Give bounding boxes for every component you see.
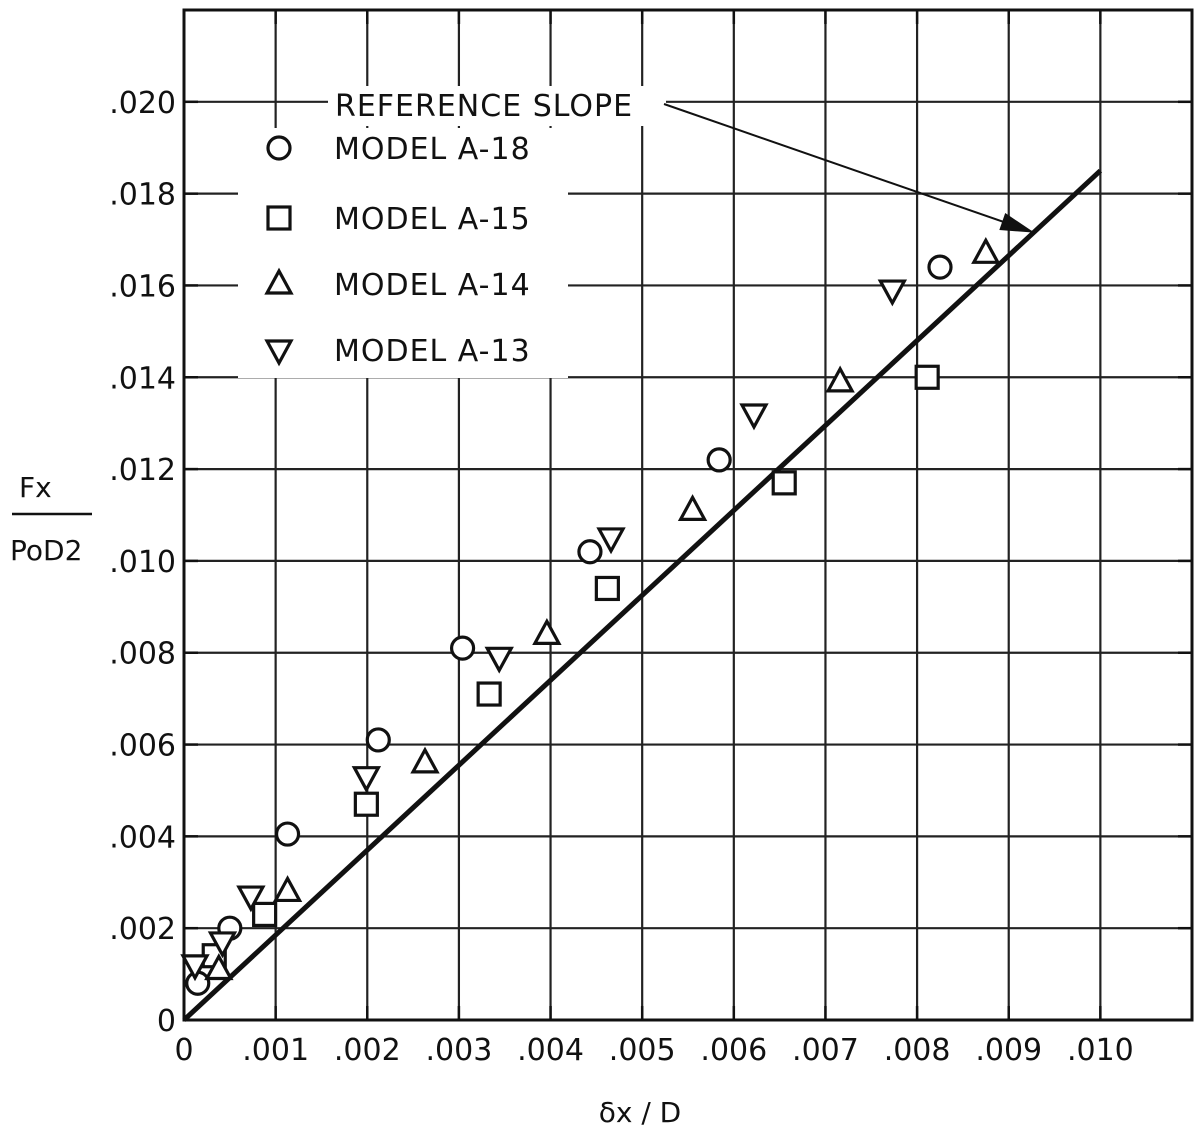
legend-label: MODEL A-18 <box>334 132 531 167</box>
legend-label: MODEL A-15 <box>334 202 531 237</box>
y-tick-label: 0 <box>157 1004 176 1039</box>
reference-slope-label: REFERENCE SLOPE <box>335 89 633 124</box>
x-tick-label: .010 <box>1067 1033 1134 1068</box>
x-tick-label: .003 <box>426 1033 493 1068</box>
legend-label: MODEL A-13 <box>334 334 531 369</box>
y-tick-label: .020 <box>109 86 176 121</box>
y-tick-label: .016 <box>109 269 176 304</box>
legend-marker-square <box>266 205 292 231</box>
x-tick-label: .001 <box>242 1033 309 1068</box>
series-circle <box>185 254 953 996</box>
data-point-circle <box>365 727 391 753</box>
y-tick-label: .004 <box>109 820 176 855</box>
legend-marker-circle <box>266 135 292 161</box>
data-point-circle <box>274 821 301 847</box>
data-point-triangle-down <box>207 931 238 959</box>
x-tick-label: .004 <box>517 1033 584 1068</box>
data-point-circle <box>927 254 953 280</box>
data-point-triangle-down <box>484 646 514 674</box>
grid <box>184 10 1192 1020</box>
y-label-denominator: PoD2 <box>10 534 82 567</box>
data-point-triangle-up <box>825 365 855 393</box>
x-tick-label: .009 <box>975 1033 1042 1068</box>
reference-arrowhead <box>999 213 1035 233</box>
data-point-triangle-up <box>204 953 234 981</box>
data-point-triangle-down <box>596 527 626 555</box>
y-tick-labels: 0 .002 .004 .006 .008 .010 .012 .014 .016 .018 .02… <box>109 86 176 1039</box>
data-point-circle <box>449 635 476 661</box>
x-tick-label: .006 <box>700 1033 767 1068</box>
y-tick-label: .002 <box>109 912 176 947</box>
x-tick-label: .007 <box>792 1033 859 1068</box>
legend-background <box>238 128 568 378</box>
data-point-square <box>771 470 797 496</box>
reference-slope-annotation: REFERENCE SLOPE <box>328 86 1035 234</box>
data-point-triangle-down <box>739 403 769 431</box>
data-point-square <box>476 681 502 707</box>
legend-marker-triangle-up <box>264 267 294 295</box>
y-tick-label: .012 <box>109 453 176 488</box>
data-point-triangle-down <box>180 954 210 982</box>
data-point-triangle-up <box>532 618 562 645</box>
x-axis-label: δx / D <box>599 1096 682 1129</box>
x-tick-label: .002 <box>334 1033 401 1068</box>
data-point-square <box>252 901 278 928</box>
data-points <box>180 236 1001 996</box>
data-point-square <box>353 791 379 817</box>
data-point-triangle-up <box>272 875 303 903</box>
data-point-triangle-up <box>410 746 440 774</box>
data-point-circle <box>706 447 732 473</box>
legend: MODEL A-18 MODEL A-15 MODEL A-14 MODEL A-13 <box>238 128 568 378</box>
x-tick-label: 0 <box>174 1033 193 1068</box>
data-point-triangle-down <box>877 279 908 307</box>
data-point-triangle-down <box>351 766 382 794</box>
y-axis-label: Fx PoD2 <box>10 471 92 567</box>
legend-label: MODEL A-14 <box>334 268 531 303</box>
data-point-circle <box>577 539 603 565</box>
y-tick-label: .010 <box>109 545 176 580</box>
x-tick-labels: 0 .001 .002 .003 .004 .005 .006 .007 .008 .009 .01… <box>174 1033 1133 1068</box>
axis-ticks <box>184 10 1192 1020</box>
x-tick-label: .008 <box>884 1033 951 1068</box>
reference-slope-line <box>182 168 1103 1022</box>
legend-marker-triangle-down <box>264 339 294 367</box>
data-point-triangle-up <box>971 236 1001 264</box>
y-tick-label: .006 <box>109 729 176 764</box>
y-label-numerator-base: Fx <box>19 471 52 504</box>
series-triangle-up <box>204 236 1001 981</box>
data-point-square <box>914 364 940 390</box>
data-point-triangle-down <box>236 885 266 913</box>
plot-frame <box>182 8 1194 1022</box>
y-tick-label: .014 <box>109 361 176 396</box>
data-point-square <box>594 575 620 602</box>
y-tick-label: .008 <box>109 637 176 672</box>
data-point-triangle-up <box>677 494 708 522</box>
y-tick-label: .018 <box>109 178 176 213</box>
x-tick-label: .005 <box>609 1033 676 1068</box>
series-triangle-down <box>180 279 908 982</box>
series-square <box>201 364 940 969</box>
reference-arrow <box>663 103 1035 234</box>
